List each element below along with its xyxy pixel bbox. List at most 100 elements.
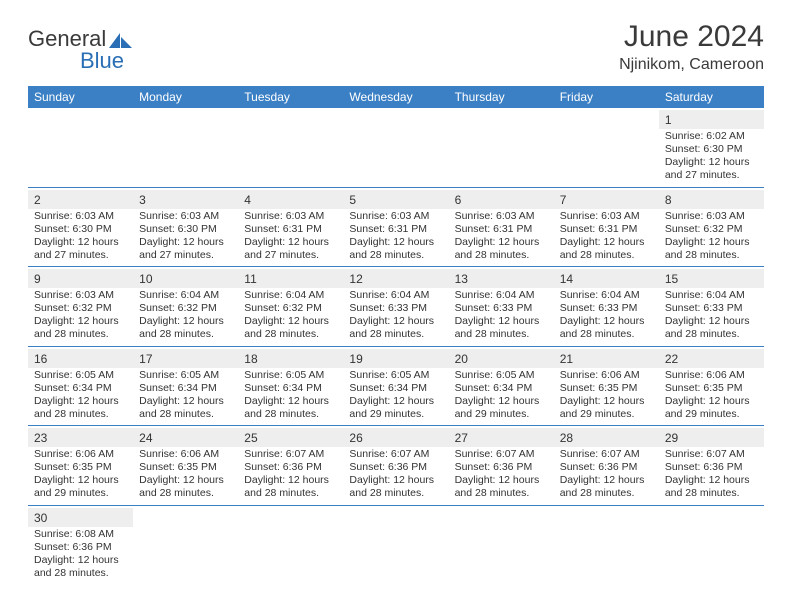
calendar-day-cell: 11Sunrise: 6:04 AMSunset: 6:32 PMDayligh… <box>238 267 343 347</box>
calendar-day-cell: 3Sunrise: 6:03 AMSunset: 6:30 PMDaylight… <box>133 187 238 267</box>
calendar-day-cell: 14Sunrise: 6:04 AMSunset: 6:33 PMDayligh… <box>554 267 659 347</box>
day-number: 20 <box>455 350 548 367</box>
day-sunrise: Sunrise: 6:03 AM <box>560 210 653 223</box>
day-sunrise: Sunrise: 6:06 AM <box>34 448 127 461</box>
day-number: 29 <box>665 429 758 446</box>
day-sunrise: Sunrise: 6:06 AM <box>560 369 653 382</box>
calendar-day-cell: 27Sunrise: 6:07 AMSunset: 6:36 PMDayligh… <box>449 426 554 506</box>
day-sunrise: Sunrise: 6:07 AM <box>244 448 337 461</box>
day-day1: Daylight: 12 hours <box>455 315 548 328</box>
day-sunrise: Sunrise: 6:04 AM <box>665 289 758 302</box>
day-day2: and 28 minutes. <box>560 487 653 500</box>
day-sunrise: Sunrise: 6:06 AM <box>139 448 232 461</box>
calendar-day-cell: 10Sunrise: 6:04 AMSunset: 6:32 PMDayligh… <box>133 267 238 347</box>
calendar-empty-cell <box>238 108 343 187</box>
calendar-empty-cell <box>238 505 343 584</box>
day-day2: and 28 minutes. <box>244 408 337 421</box>
day-number: 11 <box>244 270 337 287</box>
day-number: 25 <box>244 429 337 446</box>
day-day2: and 28 minutes. <box>560 328 653 341</box>
calendar-day-cell: 6Sunrise: 6:03 AMSunset: 6:31 PMDaylight… <box>449 187 554 267</box>
day-sunset: Sunset: 6:36 PM <box>455 461 548 474</box>
day-number: 15 <box>665 270 758 287</box>
day-number: 21 <box>560 350 653 367</box>
weekday-header: Thursday <box>449 86 554 108</box>
day-sunrise: Sunrise: 6:03 AM <box>665 210 758 223</box>
day-day1: Daylight: 12 hours <box>34 554 127 567</box>
day-day1: Daylight: 12 hours <box>244 315 337 328</box>
day-day1: Daylight: 12 hours <box>455 395 548 408</box>
day-day2: and 28 minutes. <box>34 408 127 421</box>
day-day1: Daylight: 12 hours <box>349 474 442 487</box>
calendar-empty-cell <box>133 108 238 187</box>
day-day1: Daylight: 12 hours <box>560 395 653 408</box>
day-sunset: Sunset: 6:36 PM <box>34 541 127 554</box>
calendar-empty-cell <box>449 108 554 187</box>
day-day2: and 28 minutes. <box>139 408 232 421</box>
calendar-page: GeneralBlue June 2024 Njinikom, Cameroon… <box>0 0 792 604</box>
calendar-day-cell: 15Sunrise: 6:04 AMSunset: 6:33 PMDayligh… <box>659 267 764 347</box>
calendar-day-cell: 24Sunrise: 6:06 AMSunset: 6:35 PMDayligh… <box>133 426 238 506</box>
calendar-day-cell: 26Sunrise: 6:07 AMSunset: 6:36 PMDayligh… <box>343 426 448 506</box>
calendar-empty-cell <box>449 505 554 584</box>
day-number: 24 <box>139 429 232 446</box>
calendar-empty-cell <box>554 108 659 187</box>
day-number: 4 <box>244 191 337 208</box>
calendar-day-cell: 4Sunrise: 6:03 AMSunset: 6:31 PMDaylight… <box>238 187 343 267</box>
day-sunset: Sunset: 6:34 PM <box>455 382 548 395</box>
day-sunset: Sunset: 6:36 PM <box>560 461 653 474</box>
day-day1: Daylight: 12 hours <box>560 315 653 328</box>
day-number: 5 <box>349 191 442 208</box>
calendar-week-row: 23Sunrise: 6:06 AMSunset: 6:35 PMDayligh… <box>28 426 764 506</box>
weekday-header: Wednesday <box>343 86 448 108</box>
day-sunrise: Sunrise: 6:07 AM <box>560 448 653 461</box>
day-sunrise: Sunrise: 6:07 AM <box>349 448 442 461</box>
calendar-empty-cell <box>28 108 133 187</box>
calendar-day-cell: 9Sunrise: 6:03 AMSunset: 6:32 PMDaylight… <box>28 267 133 347</box>
day-day1: Daylight: 12 hours <box>244 395 337 408</box>
title-block: June 2024 Njinikom, Cameroon <box>619 20 764 74</box>
day-sunset: Sunset: 6:35 PM <box>34 461 127 474</box>
day-sunset: Sunset: 6:34 PM <box>349 382 442 395</box>
day-day2: and 28 minutes. <box>665 487 758 500</box>
weekday-header: Tuesday <box>238 86 343 108</box>
calendar-day-cell: 25Sunrise: 6:07 AMSunset: 6:36 PMDayligh… <box>238 426 343 506</box>
day-day2: and 27 minutes. <box>665 169 758 182</box>
calendar-day-cell: 16Sunrise: 6:05 AMSunset: 6:34 PMDayligh… <box>28 346 133 426</box>
day-sunset: Sunset: 6:32 PM <box>244 302 337 315</box>
weekday-header: Sunday <box>28 86 133 108</box>
day-sunset: Sunset: 6:30 PM <box>34 223 127 236</box>
day-sunset: Sunset: 6:30 PM <box>139 223 232 236</box>
logo: GeneralBlue <box>28 26 134 74</box>
calendar-day-cell: 13Sunrise: 6:04 AMSunset: 6:33 PMDayligh… <box>449 267 554 347</box>
day-day2: and 28 minutes. <box>349 328 442 341</box>
calendar-week-row: 16Sunrise: 6:05 AMSunset: 6:34 PMDayligh… <box>28 346 764 426</box>
day-day2: and 27 minutes. <box>139 249 232 262</box>
day-sunset: Sunset: 6:33 PM <box>665 302 758 315</box>
day-number: 19 <box>349 350 442 367</box>
calendar-day-cell: 22Sunrise: 6:06 AMSunset: 6:35 PMDayligh… <box>659 346 764 426</box>
day-sunrise: Sunrise: 6:03 AM <box>455 210 548 223</box>
day-sunset: Sunset: 6:31 PM <box>455 223 548 236</box>
calendar-empty-cell <box>343 505 448 584</box>
day-number: 13 <box>455 270 548 287</box>
day-sunset: Sunset: 6:32 PM <box>665 223 758 236</box>
day-day2: and 28 minutes. <box>560 249 653 262</box>
day-day1: Daylight: 12 hours <box>244 236 337 249</box>
day-number: 2 <box>34 191 127 208</box>
calendar-day-cell: 29Sunrise: 6:07 AMSunset: 6:36 PMDayligh… <box>659 426 764 506</box>
day-day2: and 28 minutes. <box>455 328 548 341</box>
calendar-day-cell: 21Sunrise: 6:06 AMSunset: 6:35 PMDayligh… <box>554 346 659 426</box>
day-day2: and 28 minutes. <box>34 567 127 580</box>
day-number: 6 <box>455 191 548 208</box>
day-sunset: Sunset: 6:36 PM <box>244 461 337 474</box>
day-day1: Daylight: 12 hours <box>34 474 127 487</box>
day-day2: and 28 minutes. <box>665 249 758 262</box>
calendar-day-cell: 1Sunrise: 6:02 AMSunset: 6:30 PMDaylight… <box>659 108 764 187</box>
day-sunrise: Sunrise: 6:04 AM <box>455 289 548 302</box>
day-day2: and 28 minutes. <box>349 249 442 262</box>
day-day1: Daylight: 12 hours <box>560 236 653 249</box>
day-sunset: Sunset: 6:31 PM <box>349 223 442 236</box>
calendar-week-row: 2 Sunrise: 6:03 AM Sunset: 6:30 PM Daylight… <box>28 187 764 267</box>
day-day1: Daylight: 12 hours <box>560 474 653 487</box>
